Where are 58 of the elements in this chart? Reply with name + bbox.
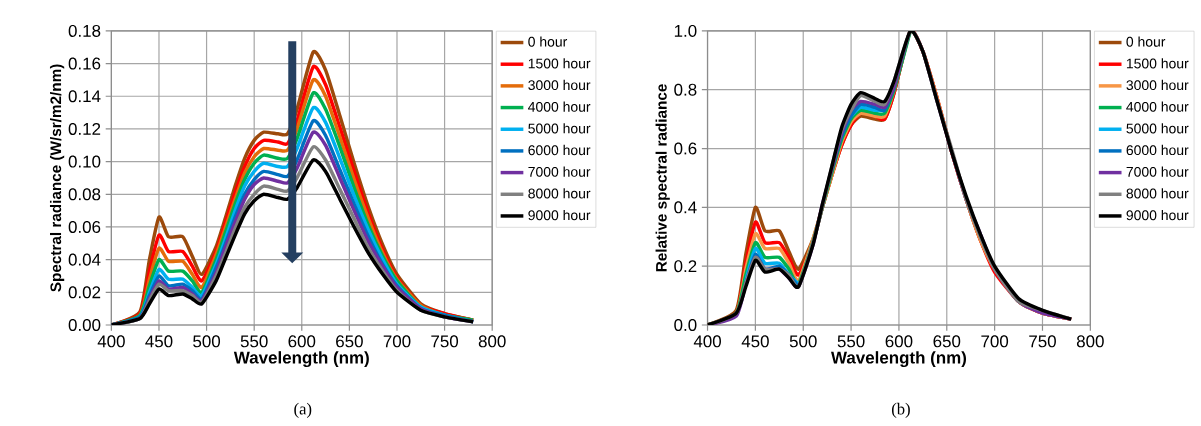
legend-label: 5000 hour (1126, 123, 1189, 134)
x-tick-label: 600 (885, 335, 913, 348)
y-tick-label: 0.04 (68, 253, 101, 266)
x-tick-label: 650 (933, 335, 961, 348)
x-tick-label: 550 (837, 335, 865, 348)
x-tick-label: 450 (145, 335, 173, 348)
legend-label: 3000 hour (528, 79, 591, 91)
y-tick-label: 0.6 (674, 142, 697, 155)
legend-label: 0 hour (1126, 36, 1166, 47)
x-tick-label: 700 (383, 335, 411, 348)
x-tick-label: 800 (1076, 335, 1104, 348)
y-tick-label: 0.14 (68, 90, 101, 103)
x-tick-label: 450 (741, 335, 769, 348)
x-tick-label: 750 (431, 335, 459, 348)
y-tick-label: 1.0 (674, 25, 697, 38)
text: (b) (891, 403, 910, 419)
legend-label: 0 hour (528, 36, 568, 47)
x-tick-label: 500 (789, 335, 817, 348)
legend-label: 9000 hour (1126, 210, 1189, 221)
x-tick-label: 650 (336, 335, 363, 348)
y-axis-title: Relative spectral radiance (655, 84, 670, 272)
x-tick-label: 400 (693, 335, 721, 348)
x-tick-label: 600 (288, 335, 316, 348)
y-tick-label: 0.02 (68, 286, 101, 299)
x-tick-label: 800 (478, 335, 506, 348)
y-tick-label: 0.10 (68, 155, 101, 168)
legend-label: 4000 hour (1126, 101, 1189, 112)
y-tick-label: 0.12 (68, 123, 101, 136)
x-axis-title: Wavelength (nm) (831, 351, 967, 368)
y-tick-label: 0.8 (674, 83, 697, 96)
legend-label: 7000 hour (528, 166, 591, 177)
legend-label: 9000 hour (528, 210, 591, 221)
x-tick-label: 400 (97, 335, 125, 348)
text: (a) (294, 403, 312, 419)
legend-label: 7000 hour (1126, 166, 1189, 177)
x-axis-title: Wavelength (nm) (233, 351, 369, 368)
y-tick-label: 0.18 (68, 25, 101, 38)
x-tick-label: 500 (193, 335, 221, 348)
x-tick-label: 550 (240, 335, 268, 348)
y-tick-label: 0.0 (674, 319, 697, 332)
y-tick-label: 0.06 (68, 221, 101, 234)
y-tick-label: 0.4 (674, 201, 697, 214)
legend-label: 3000 hour (1126, 79, 1189, 91)
x-tick-label: 700 (981, 335, 1009, 348)
y-tick-label: 0.00 (68, 319, 101, 332)
y-tick-label: 0.16 (68, 57, 101, 70)
y-tick-label: 0.08 (68, 188, 101, 201)
legend-label: 5000 hour (528, 123, 591, 134)
y-tick-label: 0.2 (674, 260, 697, 273)
y-axis-title: Spectral radiance (W/sr/m2/nm) (49, 64, 65, 292)
legend-label: 1500 hour (1126, 58, 1189, 69)
legend-label: 6000 hour (528, 145, 591, 156)
legend-label: 4000 hour (528, 101, 591, 112)
legend-label: 8000 hour (528, 188, 591, 199)
x-tick-label: 750 (1029, 335, 1056, 348)
legend-label: 8000 hour (1126, 188, 1189, 199)
legend-label: 6000 hour (1126, 145, 1189, 156)
legend-label: 1500 hour (528, 58, 591, 69)
